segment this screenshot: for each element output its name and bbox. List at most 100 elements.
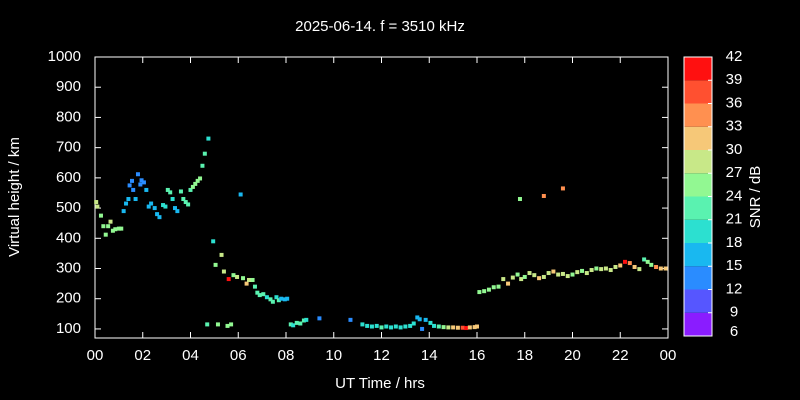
data-point: [537, 276, 542, 281]
data-point: [658, 266, 663, 271]
data-point: [420, 326, 425, 331]
data-point: [415, 315, 420, 320]
colorbar-band: [684, 196, 712, 220]
data-point: [613, 264, 618, 269]
data-point: [288, 322, 293, 327]
data-point: [193, 181, 198, 186]
data-point: [172, 206, 177, 211]
data-point: [250, 277, 255, 282]
data-point: [304, 317, 309, 322]
data-point: [486, 287, 491, 292]
x-axis-label: UT Time / hrs: [335, 375, 425, 392]
data-point: [285, 296, 290, 301]
data-point: [637, 267, 642, 272]
data-point: [110, 228, 115, 233]
data-point: [221, 269, 226, 274]
data-point: [411, 321, 416, 326]
data-point: [135, 172, 140, 177]
data-point: [417, 317, 422, 322]
data-point: [627, 261, 632, 266]
data-point: [408, 323, 413, 328]
data-point: [195, 178, 200, 183]
data-point: [268, 297, 273, 302]
data-point: [126, 197, 131, 202]
data-point: [101, 224, 106, 229]
data-point: [252, 284, 257, 289]
data-point: [219, 252, 224, 257]
data-point: [282, 297, 287, 302]
data-point: [157, 215, 162, 220]
data-point: [632, 264, 637, 269]
colorbar-tick-label: 24: [726, 187, 743, 204]
x-tick-label: 06: [230, 347, 247, 364]
y-tick-label: 900: [56, 78, 81, 95]
colorbar-band: [684, 312, 712, 336]
colorbar-tick-label: 12: [726, 280, 743, 297]
y-tick-label: 600: [56, 169, 81, 186]
data-point: [522, 274, 527, 279]
data-point: [541, 274, 546, 279]
colorbar-tick-label: 30: [726, 141, 743, 158]
data-point: [496, 284, 501, 289]
data-point: [124, 201, 129, 206]
data-point: [103, 232, 108, 237]
data-point: [393, 324, 398, 329]
data-point: [152, 206, 157, 211]
data-point: [298, 321, 303, 326]
data-point: [274, 295, 279, 300]
data-point: [441, 325, 446, 330]
data-point: [560, 271, 565, 276]
x-tick-label: 22: [612, 347, 629, 364]
data-point: [515, 272, 520, 277]
data-point: [464, 326, 469, 331]
data-point: [510, 275, 515, 280]
data-point: [501, 277, 506, 282]
data-point: [170, 197, 175, 202]
colorbar-tick-label: 36: [726, 94, 743, 111]
data-point: [95, 204, 100, 209]
data-point: [455, 325, 460, 330]
data-point: [467, 325, 472, 330]
data-point: [139, 178, 144, 183]
colorbar-tick-label: 42: [726, 48, 743, 65]
data-point: [379, 325, 384, 330]
colorbar-band: [684, 150, 712, 174]
data-point: [532, 273, 537, 278]
data-point: [580, 268, 585, 273]
data-point: [663, 266, 668, 271]
data-point: [560, 186, 565, 191]
data-point: [206, 136, 211, 141]
data-point: [198, 176, 203, 181]
data-point: [389, 325, 394, 330]
colorbar-band: [684, 103, 712, 127]
data-point: [226, 277, 231, 282]
data-point: [472, 325, 477, 330]
data-point: [257, 293, 262, 298]
data-point: [183, 200, 188, 205]
data-point: [241, 276, 246, 281]
x-tick-label: 12: [373, 347, 390, 364]
data-point: [270, 299, 275, 304]
data-point: [168, 190, 173, 195]
data-point: [108, 219, 113, 224]
data-point: [155, 212, 160, 217]
data-point: [551, 269, 556, 274]
colorbar-band: [684, 57, 712, 81]
data-point: [403, 324, 408, 329]
x-tick-label: 14: [421, 347, 438, 364]
y-axis-label: Virtual height / km: [6, 137, 23, 257]
x-tick-label: 18: [516, 347, 533, 364]
data-point: [398, 325, 403, 330]
data-point: [121, 209, 126, 214]
data-point: [186, 202, 191, 207]
data-point: [623, 259, 628, 264]
data-point: [94, 200, 99, 205]
x-tick-label: 04: [182, 347, 199, 364]
data-point: [436, 324, 441, 329]
data-point: [301, 318, 306, 323]
x-tick-label: 20: [564, 347, 581, 364]
data-point: [649, 262, 654, 267]
data-point: [231, 273, 236, 278]
